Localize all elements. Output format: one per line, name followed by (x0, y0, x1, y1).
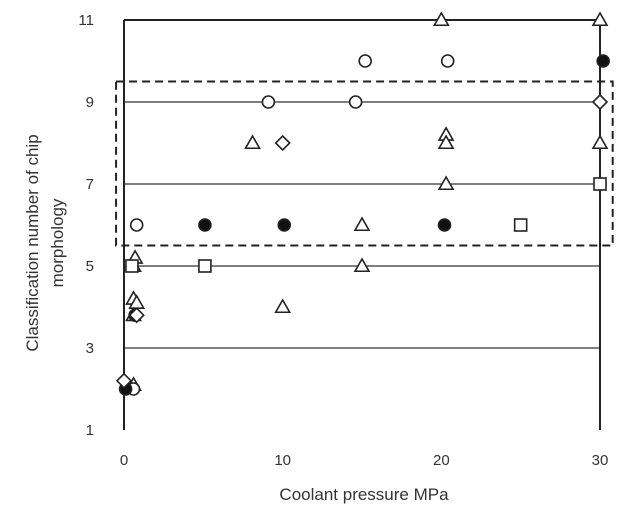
point-circle-open (129, 218, 144, 232)
point-triangle (353, 216, 371, 232)
point-square (125, 259, 139, 273)
y-axis-title-line-2: morphology (48, 198, 67, 287)
point-triangle (591, 11, 609, 27)
point-circle-open (348, 95, 363, 109)
point-diamond (128, 307, 145, 324)
x-tick-label: 0 (120, 452, 128, 469)
point-square (593, 177, 607, 191)
point-circle-open (261, 95, 276, 109)
x-tick-label: 10 (274, 452, 291, 469)
point-square (198, 259, 212, 273)
point-diamond (115, 372, 133, 389)
y-axis-title: Classification number of chip morphology (23, 134, 67, 351)
tick-labels: 1 3 5 7 9 11 0 10 20 30 (78, 12, 608, 469)
point-triangle (432, 11, 450, 27)
x-tick-label: 30 (592, 452, 609, 469)
point-triangle (437, 134, 455, 150)
point-circle-open (440, 54, 455, 68)
point-diamond (274, 134, 291, 152)
point-triangle (437, 175, 455, 191)
x-tick-label: 20 (433, 452, 450, 469)
point-circle-filled (437, 218, 452, 232)
point-diamond (591, 93, 609, 111)
point-circle-filled (198, 218, 212, 232)
point-circle-filled (596, 54, 610, 68)
point-triangle (244, 134, 261, 150)
data-points (115, 11, 610, 396)
y-tick-label: 5 (86, 258, 94, 275)
point-circle-open (358, 54, 372, 68)
y-tick-label: 7 (86, 176, 94, 193)
point-triangle (591, 134, 609, 150)
y-axis-title-line-1: Classification number of chip (23, 134, 42, 351)
y-tick-label: 1 (86, 422, 94, 439)
point-triangle (353, 257, 371, 273)
highlight-region (115, 80, 614, 247)
axes (123, 19, 601, 430)
y-tick-label: 9 (86, 94, 94, 111)
y-tick-label: 11 (78, 12, 94, 29)
y-tick-label: 3 (86, 340, 94, 357)
x-axis-title: Coolant pressure MPa (279, 485, 449, 504)
point-circle-filled (277, 218, 292, 232)
point-square (513, 218, 528, 232)
point-triangle (274, 298, 292, 314)
